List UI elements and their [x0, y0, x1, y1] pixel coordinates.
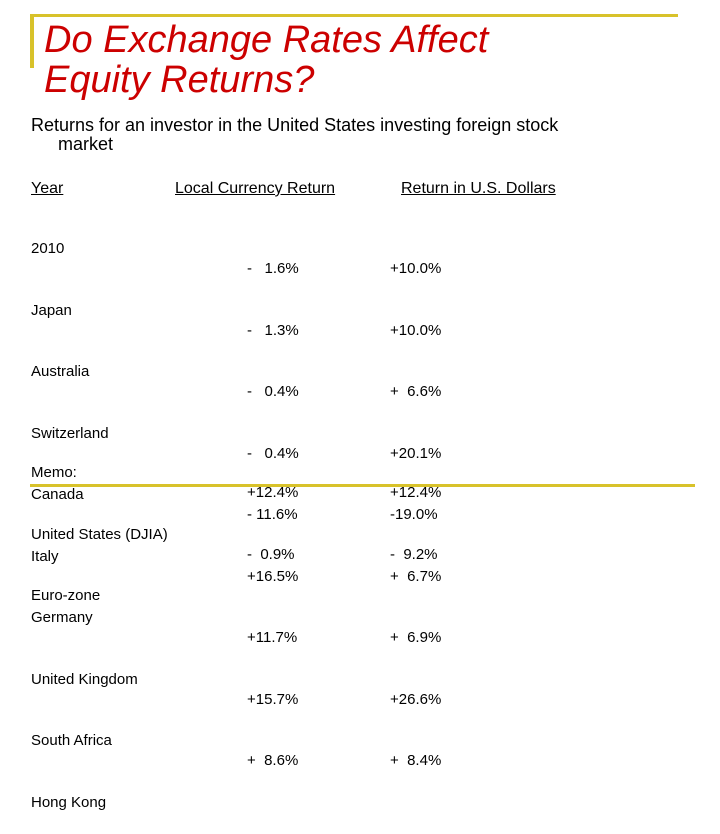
usd-return-cell: +20.1%: [390, 444, 442, 462]
year-value: 2010: [31, 240, 65, 257]
memo-local-return-column: +12.4% - 0.9%: [247, 442, 298, 586]
memo-usd-return-cell: - 9.2%: [390, 545, 438, 563]
memo-label: Memo:: [31, 464, 77, 481]
subtitle-line-2: market: [58, 134, 114, 154]
memo-usd-return-column: +12.4% - 9.2%: [390, 442, 441, 586]
subtitle: Returns for an investor in the United St…: [31, 116, 691, 154]
local-return-cell: +15.7%: [247, 690, 299, 708]
country-cell: Australia: [31, 363, 90, 380]
header-local-currency-return: Local Currency Return: [175, 180, 336, 197]
usd-return-cell: +10.0%: [390, 321, 442, 339]
memo-country-column: Memo: United States (DJIA) Euro-zone: [31, 422, 168, 627]
memo-local-return-cell: +12.4%: [247, 484, 299, 501]
usd-return-cell: + 6.9%: [390, 629, 442, 646]
decorative-bottom-rule: [30, 484, 695, 487]
header-year: Year: [31, 180, 64, 197]
header-return-usd: Return in U.S. Dollars: [401, 180, 556, 197]
usd-return-cell: +10.0%: [390, 260, 442, 277]
slide-title: Do Exchange Rates Affect Equity Returns?: [44, 20, 488, 100]
usd-return-cell: -19.0%: [390, 506, 438, 523]
local-return-cell: - 0.4%: [247, 383, 299, 400]
local-return-cell: + 8.6%: [247, 752, 299, 769]
local-return-cell: +11.7%: [247, 629, 298, 646]
country-cell: United Kingdom: [31, 670, 138, 688]
local-return-cell: - 0.4%: [247, 444, 299, 462]
title-line-1: Do Exchange Rates Affect: [44, 19, 489, 61]
country-cell: Japan: [31, 301, 72, 319]
title-line-2: Equity Returns?: [44, 59, 315, 101]
memo-country-cell: Euro-zone: [31, 587, 101, 604]
decorative-left-rule: [30, 14, 34, 68]
usd-return-cell: + 8.4%: [390, 752, 442, 769]
local-return-cell: - 11.6%: [247, 506, 298, 523]
memo-local-return-cell: - 0.9%: [247, 545, 295, 563]
usd-return-cell: +26.6%: [390, 690, 442, 708]
country-cell: Switzerland: [31, 424, 109, 442]
country-cell: Hong Kong: [31, 793, 107, 811]
decorative-top-rule: [30, 14, 678, 17]
memo-country-cell: United States (DJIA): [31, 525, 168, 543]
country-cell: Canada: [31, 486, 84, 503]
subtitle-line-1: Returns for an investor in the United St…: [31, 115, 559, 135]
memo-usd-return-cell: +12.4%: [390, 484, 442, 501]
country-cell: South Africa: [31, 732, 112, 749]
local-return-cell: - 1.3%: [247, 321, 299, 339]
usd-return-cell: + 6.6%: [390, 383, 442, 400]
local-return-cell: - 1.6%: [247, 260, 299, 277]
